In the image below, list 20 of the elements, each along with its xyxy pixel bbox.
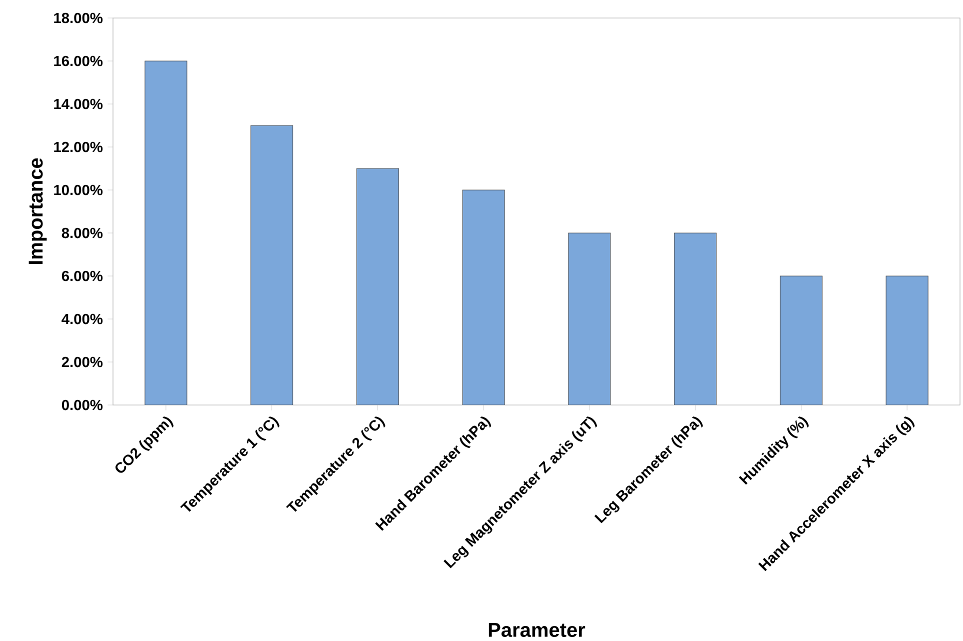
bar bbox=[356, 168, 399, 405]
y-tick-label: 16.00% bbox=[54, 56, 103, 66]
y-tick-label: 14.00% bbox=[54, 98, 103, 109]
y-tick-label: 0.00% bbox=[62, 400, 103, 410]
y-tick-label: 10.00% bbox=[54, 184, 103, 195]
y-tick-label: 18.00% bbox=[54, 12, 103, 23]
x-axis-title: Parameter bbox=[488, 622, 586, 637]
y-tick-label: 4.00% bbox=[62, 314, 103, 324]
y-tick-label: 8.00% bbox=[62, 228, 103, 238]
bar bbox=[674, 232, 717, 405]
y-tick-label: 2.00% bbox=[62, 356, 103, 367]
bar bbox=[462, 190, 505, 405]
bar bbox=[144, 60, 188, 405]
bar bbox=[780, 276, 822, 405]
bar bbox=[250, 125, 294, 405]
bar bbox=[886, 276, 928, 405]
y-tick-label: 6.00% bbox=[62, 270, 103, 281]
y-tick-label: 12.00% bbox=[54, 142, 103, 152]
bar bbox=[568, 232, 611, 405]
y-axis-title: Importance bbox=[28, 158, 47, 264]
